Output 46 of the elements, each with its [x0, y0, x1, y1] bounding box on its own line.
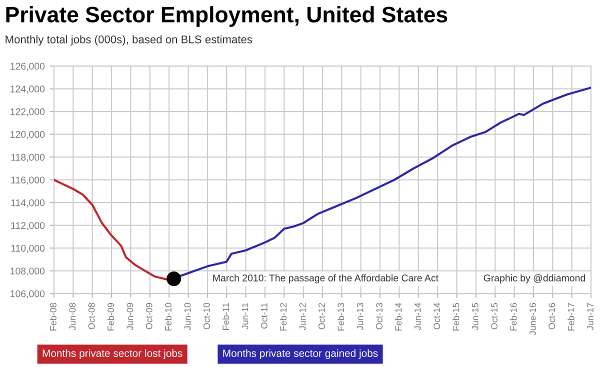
x-tick-label: Oct-14: [434, 302, 440, 330]
x-tick-label: Jun-11: [242, 303, 248, 330]
y-tick-label: 108,000: [10, 268, 45, 276]
y-tick-label: 122,000: [10, 108, 45, 116]
text: Months private sector gained jobs: [223, 349, 378, 360]
x-tick-label: Oct-09: [146, 303, 152, 330]
x-tick-label: Jun-10: [184, 302, 191, 330]
x-tick-label: Feb-13: [337, 303, 344, 330]
x-tick-label: Jun-12: [299, 303, 306, 330]
x-tick-label: Jun-13: [356, 303, 364, 330]
x-tick-label: Feb-15: [452, 303, 460, 330]
x-tick-label: Feb-16: [510, 303, 517, 330]
x-tick-label: Jun-09: [126, 303, 134, 330]
y-tick-label: 118,000: [11, 154, 45, 162]
annotation: Graphic by @ddiamond: [484, 274, 586, 284]
x-tick-label: Feb-11: [222, 303, 230, 330]
y-tick-label: 114,000: [11, 199, 45, 208]
x-tick-label: Oct-13: [376, 303, 382, 330]
x-tick-label: Oct-12: [318, 303, 325, 330]
x-tick-label: Jun-08: [69, 303, 76, 330]
x-tick-label: Jun-17: [587, 303, 594, 330]
x-tick-label: Oct-10: [203, 302, 210, 330]
y-tick-label: 120,000: [10, 131, 45, 140]
x-tick-label: Jun-15: [472, 303, 478, 330]
x-tick-label: Jun-14: [414, 302, 421, 330]
y-tick-label: 106,000: [10, 290, 45, 298]
y-tick-label: 110,000: [11, 244, 45, 253]
x-tick-label: Feb-10: [164, 302, 172, 330]
x-tick-label: Oct-11: [260, 303, 268, 329]
x-tick-label: Feb-17: [568, 303, 574, 330]
y-tick-label: 116,000: [11, 176, 45, 185]
y-tick-label: 126,000: [10, 62, 45, 71]
chart-subtitle: Monthly total jobs (000s), based on BLS estimates: [6, 35, 252, 46]
x-tick-label: Oct-08: [88, 303, 95, 330]
x-tick-label: Feb-12: [280, 303, 287, 330]
x-tick-label: Feb-14: [395, 302, 402, 330]
annotation: March 2010: The passage of the Affordable Care Act: [213, 274, 438, 284]
chart-title: Private Sector Employment, United States: [6, 6, 448, 27]
x-tick-label: June-16: [529, 303, 536, 336]
x-tick-label: Feb-09: [107, 303, 114, 330]
x-tick-label: Feb-08: [50, 303, 56, 330]
x-tick-label: Oct-16: [548, 303, 556, 330]
y-tick-label: 112,000: [11, 222, 45, 230]
y-tick-label: 124,000: [10, 86, 45, 94]
text: Months private sector lost jobs: [42, 349, 182, 360]
x-tick-label: Oct-15: [491, 303, 498, 330]
